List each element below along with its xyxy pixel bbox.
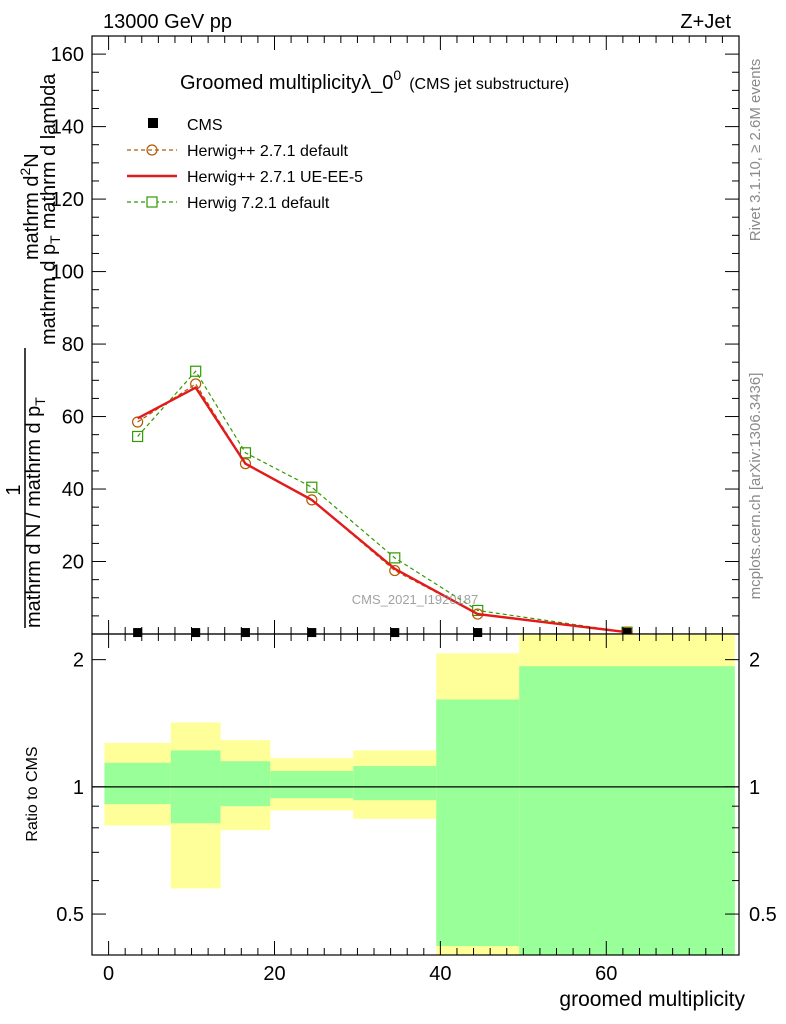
main-y-tick-label: 60 bbox=[62, 407, 84, 429]
analysis-watermark: CMS_2021_I1920187 bbox=[352, 592, 479, 607]
main-x-ticks bbox=[108, 36, 723, 634]
main-y-tick-label: 120 bbox=[51, 189, 84, 211]
process-label: Z+Jet bbox=[680, 11, 731, 33]
x-tick-label: 40 bbox=[429, 963, 451, 985]
ratio-band-green bbox=[220, 761, 271, 807]
x-tick-label: 0 bbox=[103, 963, 114, 985]
data-point bbox=[622, 628, 632, 638]
ratio-y-ticks: 0.5 0.5 1 1 2 2 bbox=[56, 650, 777, 926]
data-point bbox=[239, 447, 252, 459]
data-point bbox=[390, 628, 400, 638]
data-point bbox=[132, 416, 144, 428]
ratio-y-tick-label-right: 1 bbox=[749, 777, 760, 799]
ratio-x-ticks: 0 20 40 60 bbox=[103, 634, 723, 985]
plot-title: Groomed multiplicityλ_00 (CMS jet substru… bbox=[180, 67, 569, 94]
main-y-ticks: 20 40 60 80 100 120 140 160 bbox=[51, 35, 739, 635]
main-y-tick-label: 140 bbox=[51, 117, 84, 139]
plot-title-sub: (CMS jet substructure) bbox=[409, 76, 569, 93]
ratio-band-green bbox=[353, 766, 437, 801]
data-point bbox=[389, 552, 401, 564]
main-y-tick-label: 100 bbox=[51, 262, 84, 284]
data-point bbox=[473, 628, 483, 638]
y-label-denominator-2: mathrm d pTmathrm d lambda bbox=[38, 73, 63, 345]
ratio-y-tick-label: 0.5 bbox=[56, 904, 84, 926]
legend-label-cms: CMS bbox=[187, 117, 223, 134]
main-y-tick-label: 80 bbox=[62, 334, 84, 356]
series-line bbox=[137, 385, 628, 634]
data-point bbox=[240, 628, 250, 638]
mcplots-label: mcplots.cern.ch [arXiv:1306.3436] bbox=[747, 373, 764, 600]
plot-title-main: Groomed multiplicityλ_0 bbox=[180, 72, 393, 94]
data-point bbox=[133, 628, 143, 638]
ratio-band-green bbox=[436, 699, 520, 947]
y-label-numerator: mathrm d2N bbox=[17, 153, 43, 260]
data-point bbox=[132, 430, 144, 443]
ratio-frame bbox=[91, 633, 740, 956]
ratio-band-green bbox=[104, 762, 171, 805]
rivet-version-label: Rivet 3.1.10, ≥ 2.6M events bbox=[747, 59, 764, 242]
x-tick-label: 20 bbox=[263, 963, 285, 985]
ratio-y-label: Ratio to CMS bbox=[24, 746, 41, 841]
legend-label-herwig-ueee5: Herwig++ 2.7.1 UE-EE-5 bbox=[187, 169, 363, 186]
data-point bbox=[239, 458, 252, 470]
main-panel: 20 40 60 80 100 120 140 160 Groomed multiplicit… bbox=[3, 35, 740, 638]
main-y-axis-label: 1 mathrm d N / mathrm d pT mathrm d2N ma… bbox=[3, 73, 63, 628]
ratio-y-tick-label: 2 bbox=[73, 650, 84, 672]
legend-marker-herwig7 bbox=[146, 196, 158, 208]
main-y-tick-label: 20 bbox=[62, 552, 84, 574]
ratio-y-tick-label-right: 2 bbox=[749, 650, 760, 672]
ratio-band-green bbox=[519, 666, 735, 955]
series-line bbox=[137, 370, 628, 633]
plot-title-sup: 0 bbox=[393, 67, 401, 83]
legend-label-herwig7: Herwig 7.2.1 default bbox=[187, 195, 330, 212]
legend-label-herwig-default: Herwig++ 2.7.1 default bbox=[187, 143, 349, 160]
legend-marker-herwig-default bbox=[146, 144, 158, 156]
data-point bbox=[191, 628, 201, 638]
energy-label: 13000 GeV pp bbox=[103, 11, 232, 33]
ratio-y-tick-label: 1 bbox=[73, 777, 84, 799]
series-cms bbox=[133, 628, 632, 638]
data-point bbox=[307, 628, 317, 638]
y-label-prefix: 1 bbox=[3, 484, 25, 495]
data-point bbox=[306, 481, 318, 493]
ratio-band-green bbox=[270, 771, 354, 799]
main-series-layer bbox=[132, 365, 633, 638]
data-point bbox=[306, 494, 318, 506]
series-herwig-2-7-1-ue-ee-5 bbox=[137, 385, 628, 634]
ratio-bands-layer bbox=[104, 634, 735, 955]
ratio-panel: 0.5 0.5 1 1 2 2 0 20 40 60 Ratio to CMS groomed … bbox=[24, 633, 777, 1011]
main-y-tick-label: 40 bbox=[62, 479, 84, 501]
legend-marker-cms bbox=[148, 118, 158, 128]
x-axis-label: groomed multiplicity bbox=[559, 988, 745, 1011]
data-point bbox=[190, 365, 202, 377]
y-label-denominator: mathrm d N / mathrm d pT bbox=[23, 397, 48, 628]
legend: CMS Herwig++ 2.7.1 default Herwig++ 2.7.… bbox=[127, 117, 363, 212]
ratio-y-tick-label-right: 0.5 bbox=[749, 904, 777, 926]
main-y-tick-label: 160 bbox=[51, 44, 84, 66]
x-tick-label: 60 bbox=[595, 963, 617, 985]
